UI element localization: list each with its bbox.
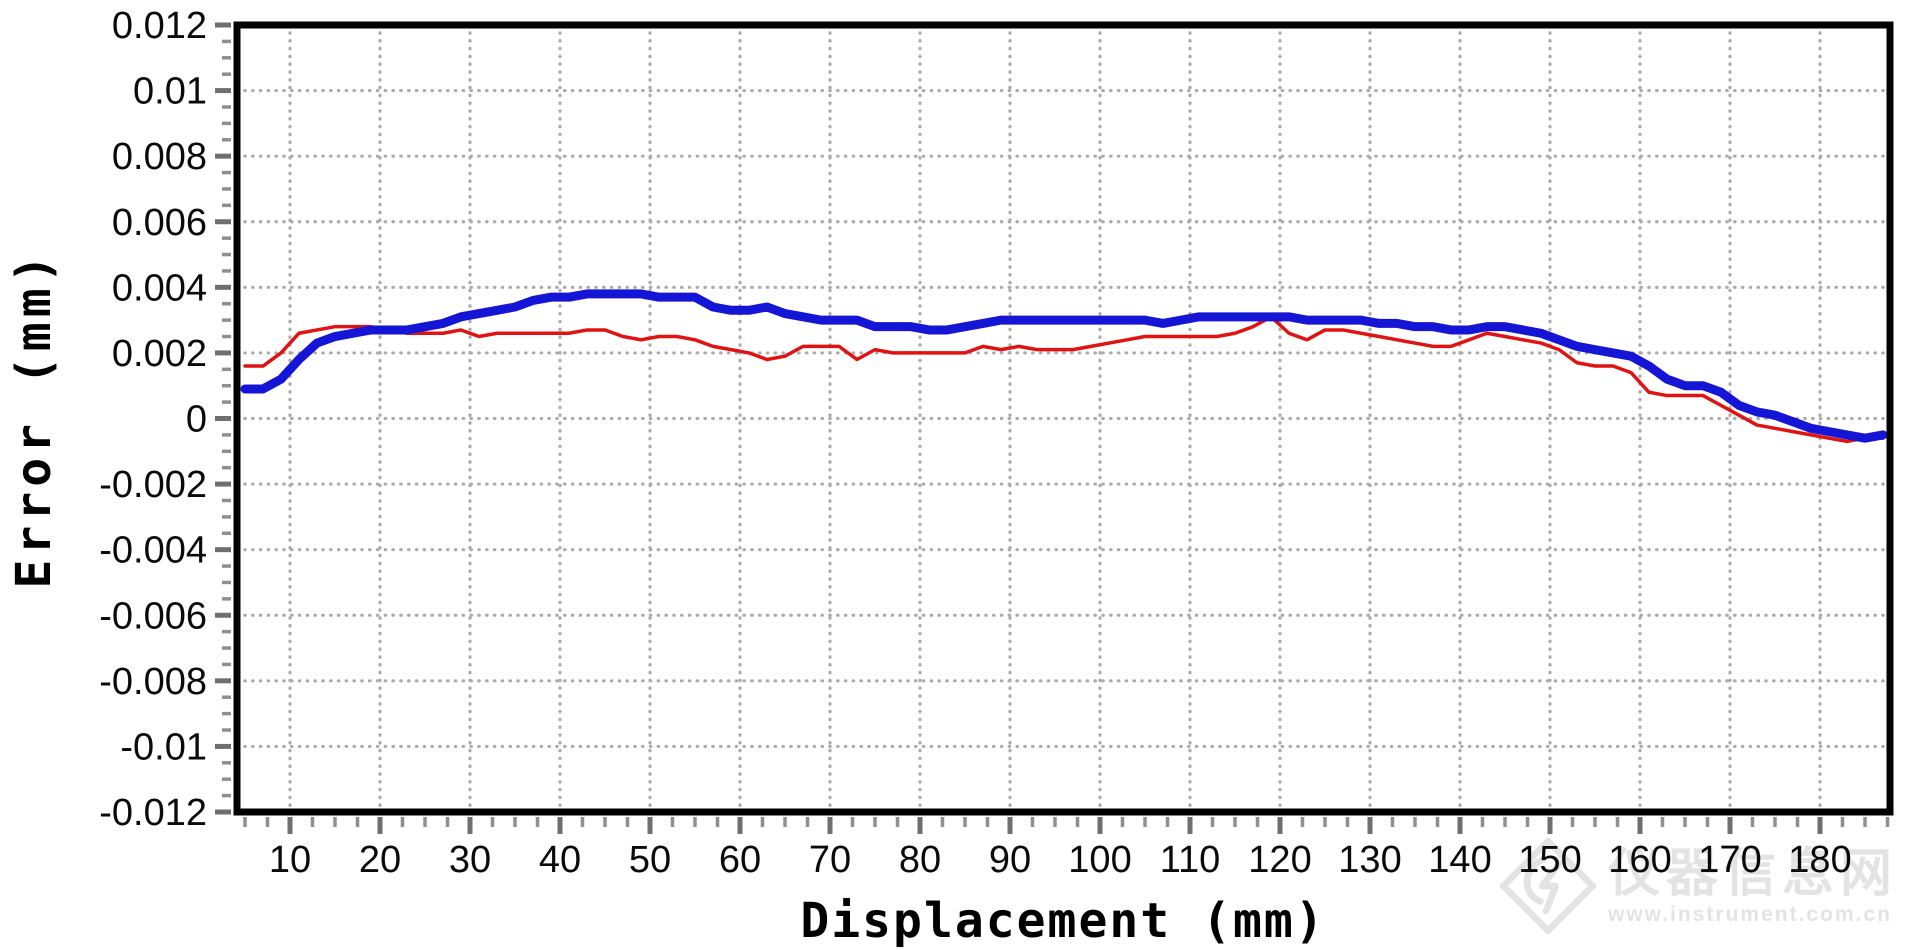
x-tick-label: 120 bbox=[1248, 839, 1311, 881]
plot-frame bbox=[233, 21, 1894, 816]
x-tick-label: 80 bbox=[899, 839, 941, 881]
y-tick-label: -0.002 bbox=[99, 464, 207, 506]
x-tick-labels: 10 20 30 40 50 60 70 80 90 100 110 120 130 140 150 160 1… bbox=[269, 839, 1852, 881]
x-tick-label: 30 bbox=[449, 839, 491, 881]
y-tick-label: -0.008 bbox=[99, 661, 207, 703]
x-tick-label: 160 bbox=[1608, 839, 1671, 881]
y-tick-label: -0.01 bbox=[120, 726, 207, 768]
x-tick-label: 40 bbox=[539, 839, 581, 881]
x-tick-label: 180 bbox=[1788, 839, 1851, 881]
y-tick-label: 0.006 bbox=[112, 202, 207, 244]
x-tick-label: 170 bbox=[1698, 839, 1761, 881]
y-tick-label: 0.002 bbox=[112, 333, 207, 375]
y-tick-label: 0 bbox=[186, 399, 207, 441]
y-tick-label: 0.01 bbox=[133, 71, 207, 113]
x-tick-label: 140 bbox=[1428, 839, 1491, 881]
x-tick-label: 20 bbox=[359, 839, 401, 881]
y-tick-label: 0.004 bbox=[112, 267, 207, 309]
gridlines bbox=[235, 23, 1892, 814]
x-axis-title: Displacement (mm) bbox=[800, 893, 1326, 949]
x-tick-label: 90 bbox=[989, 839, 1031, 881]
y-tick-label: 0.008 bbox=[112, 136, 207, 178]
y-tick-label: -0.012 bbox=[99, 792, 207, 834]
x-tick-label: 70 bbox=[809, 839, 851, 881]
series-red-thin bbox=[243, 315, 1885, 444]
x-tick-label: 50 bbox=[629, 839, 671, 881]
series-blue-thick bbox=[240, 289, 1888, 443]
x-tick-label: 150 bbox=[1518, 839, 1581, 881]
y-tick-labels: 0.012 0.01 0.008 0.006 0.004 0.002 0 -0.002 -0.0… bbox=[99, 5, 207, 834]
x-tick-label: 130 bbox=[1338, 839, 1401, 881]
y-tick-label: -0.006 bbox=[99, 595, 207, 637]
y-axis-title: Error (mm) bbox=[6, 249, 62, 589]
y-tick-label: -0.004 bbox=[99, 530, 207, 572]
x-tick-label: 10 bbox=[269, 839, 311, 881]
x-tick-label: 60 bbox=[719, 839, 761, 881]
y-tick-label: 0.012 bbox=[112, 5, 207, 47]
x-tick-label: 110 bbox=[1160, 839, 1221, 881]
axis-ticks bbox=[215, 22, 1890, 834]
x-tick-label: 100 bbox=[1068, 839, 1131, 881]
